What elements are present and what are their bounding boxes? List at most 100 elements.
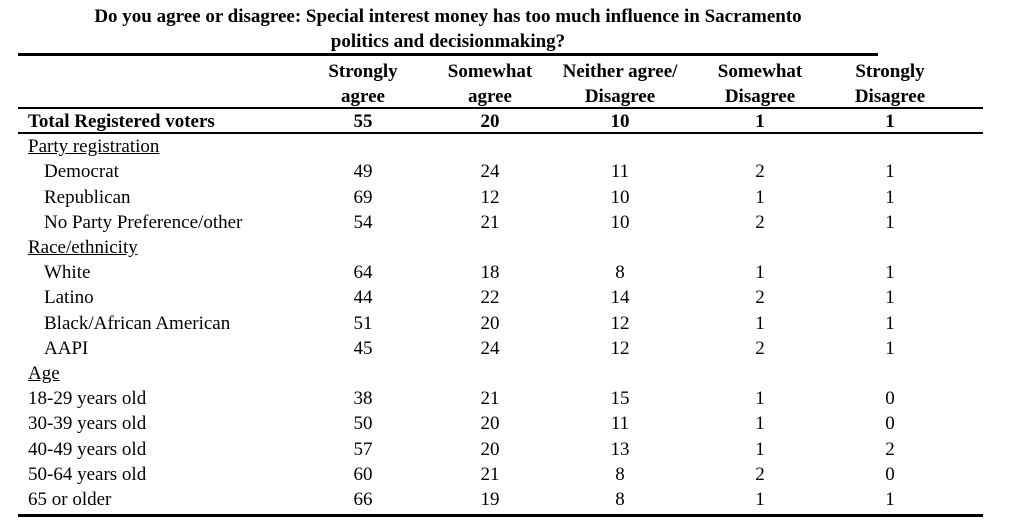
cell-value: 1 xyxy=(885,287,895,309)
cell-value: 57 xyxy=(353,438,373,460)
total-rule xyxy=(18,132,983,134)
table-row: 18-29 years old 38 21 15 1 0 xyxy=(0,386,1013,411)
row-label: Black/African American xyxy=(44,312,231,334)
cell-value: 51 xyxy=(353,312,373,334)
cell-value: 24 xyxy=(480,161,500,183)
cell-value: 8 xyxy=(615,463,625,485)
cell-value: 12 xyxy=(610,337,630,359)
total-row: Total Registered voters 55 20 10 1 1 xyxy=(0,109,1013,134)
cell-value: 18 xyxy=(480,262,500,284)
cell-value: 1 xyxy=(885,161,895,183)
table-row: 40-49 years old 57 20 13 1 2 xyxy=(0,437,1013,462)
table-row: 50-64 years old 60 21 8 2 0 xyxy=(0,462,1013,487)
row-label: AAPI xyxy=(44,337,89,359)
section-header-row: Race/ethnicity xyxy=(0,235,1013,260)
cell-value: 21 xyxy=(480,211,500,233)
column-header-line-2: agree xyxy=(468,86,512,107)
row-label: Total Registered voters xyxy=(28,111,215,132)
cell-value: 2 xyxy=(755,337,765,359)
cell-value: 12 xyxy=(480,186,500,208)
section-header-row: Age xyxy=(0,361,1013,386)
cell-value: 49 xyxy=(353,161,373,183)
cell-value: 1 xyxy=(885,211,895,233)
cell-value: 21 xyxy=(480,388,500,410)
row-label: Race/ethnicity xyxy=(28,237,138,258)
cell-value: 13 xyxy=(610,438,630,460)
table-row: AAPI 45 24 12 2 1 xyxy=(0,336,1013,361)
cell-value: 1 xyxy=(885,312,895,334)
cell-value: 15 xyxy=(610,388,630,410)
cell-value: 20 xyxy=(480,312,500,334)
cell-value: 20 xyxy=(480,111,500,132)
cell-value: 60 xyxy=(353,463,373,485)
cell-value: 8 xyxy=(615,489,625,510)
row-label: Latino xyxy=(44,287,94,309)
cell-value: 1 xyxy=(755,262,765,284)
column-header: Strongly Disagree xyxy=(825,59,955,109)
cell-value: 11 xyxy=(610,161,630,183)
cell-value: 12 xyxy=(610,312,630,334)
column-header-line-2: agree xyxy=(341,86,385,107)
cell-value: 50 xyxy=(353,413,373,435)
table-row: Latino 44 22 14 2 1 xyxy=(0,285,1013,310)
cell-value: 21 xyxy=(480,463,500,485)
cell-value: 1 xyxy=(755,438,765,460)
cell-value: 0 xyxy=(885,388,895,410)
column-header-line-1: Somewhat xyxy=(447,61,533,82)
row-label: Republican xyxy=(44,186,131,208)
table-title-line-2: politics and decisionmaking? xyxy=(330,31,566,52)
cell-value: 2 xyxy=(885,438,895,460)
table-row: 65 or older 66 19 8 1 1 xyxy=(0,487,1013,512)
row-label: 30-39 years old xyxy=(28,413,147,435)
column-header-line-2: Disagree xyxy=(854,86,926,107)
cell-value: 69 xyxy=(353,186,373,208)
cell-value: 1 xyxy=(755,388,765,410)
column-header-line-1: Strongly xyxy=(328,61,398,82)
cell-value: 45 xyxy=(353,337,373,359)
cell-value: 1 xyxy=(885,186,895,208)
cell-value: 14 xyxy=(610,287,630,309)
cell-value: 19 xyxy=(480,489,500,510)
row-label: 40-49 years old xyxy=(28,438,147,460)
cell-value: 0 xyxy=(885,413,895,435)
column-header-line-2: Disagree xyxy=(584,86,656,107)
bottom-rule xyxy=(18,514,983,517)
cell-value: 20 xyxy=(480,438,500,460)
column-header: Strongly agree xyxy=(298,59,428,109)
cell-value: 1 xyxy=(885,337,895,359)
row-label: No Party Preference/other xyxy=(44,211,243,233)
cell-value: 54 xyxy=(353,211,373,233)
cell-value: 2 xyxy=(755,211,765,233)
header-rule xyxy=(18,107,983,109)
column-header: Somewhat agree xyxy=(425,59,555,109)
table-row: Democrat 49 24 11 2 1 xyxy=(0,159,1013,184)
table-row: White 64 18 8 1 1 xyxy=(0,260,1013,285)
cell-value: 1 xyxy=(885,262,895,284)
table-row: No Party Preference/other 54 21 10 2 1 xyxy=(0,210,1013,235)
cell-value: 24 xyxy=(480,337,500,359)
cell-value: 1 xyxy=(755,111,765,132)
row-label: White xyxy=(44,262,91,284)
cell-value: 10 xyxy=(610,111,630,132)
row-label: 50-64 years old xyxy=(28,463,147,485)
column-header: Neither agree/Disagree xyxy=(555,59,685,109)
cell-value: 55 xyxy=(353,111,373,132)
cell-value: 8 xyxy=(615,262,625,284)
cell-value: 10 xyxy=(610,211,630,233)
table-row: Republican 69 12 10 1 1 xyxy=(0,185,1013,210)
cell-value: 1 xyxy=(755,489,765,510)
cell-value: 20 xyxy=(480,413,500,435)
cell-value: 11 xyxy=(610,413,630,435)
top-rule xyxy=(18,53,878,56)
cell-value: 66 xyxy=(353,489,373,510)
cell-value: 38 xyxy=(353,388,373,410)
section-header-row: Party registration xyxy=(0,134,1013,159)
table-title-line-1: Do you agree or disagree: Special intere… xyxy=(94,6,802,27)
column-header-line-1: Strongly xyxy=(855,61,925,82)
table-row: Black/African American 51 20 12 1 1 xyxy=(0,311,1013,336)
cell-value: 1 xyxy=(755,413,765,435)
row-label: 65 or older xyxy=(28,489,112,510)
column-header-line-1: Neither agree/ xyxy=(562,61,678,82)
row-label: Democrat xyxy=(44,161,119,183)
column-header: Somewhat Disagree xyxy=(695,59,825,109)
